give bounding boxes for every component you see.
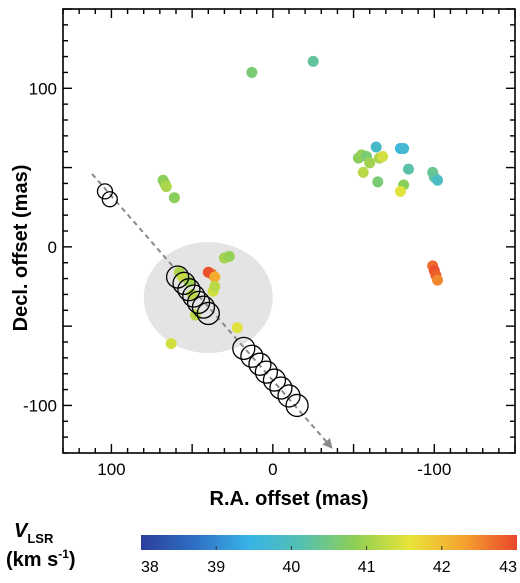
maser-spot <box>364 157 376 169</box>
open-circle <box>285 393 309 418</box>
open-circle <box>262 368 287 392</box>
x-tick-label: -100 <box>417 460 451 479</box>
colorbar-tick-label: 39 <box>207 559 225 576</box>
open-circle <box>254 360 279 384</box>
open-circle <box>232 336 256 360</box>
trajectory-arrow <box>91 173 333 449</box>
x-tick-label: 100 <box>97 460 125 479</box>
open-circle <box>101 191 118 208</box>
maser-spot <box>160 181 172 193</box>
maser-spot <box>402 163 414 175</box>
maser-spot <box>432 174 444 186</box>
maser-spot <box>377 150 389 162</box>
colorbar-tick-label: 38 <box>141 559 159 576</box>
open-circle <box>191 295 216 319</box>
maser-spot <box>223 250 235 262</box>
open-circle <box>196 301 220 326</box>
maser-spot <box>165 338 177 350</box>
colorbar-unit-exponent: -1 <box>58 547 69 561</box>
colorbar-unit-text: (km s <box>6 549 58 571</box>
trajectory-arrow-layer <box>91 173 333 449</box>
open-circle <box>240 344 264 368</box>
x-axis-title: R.A. offset (mas) <box>210 488 369 510</box>
maser-spot <box>209 271 221 283</box>
maser-spot <box>307 55 319 67</box>
colorbar-tick-label: 40 <box>283 559 301 576</box>
colorbar-label-main: V <box>14 520 29 542</box>
y-tick-label: 100 <box>29 79 57 98</box>
maser-spot <box>432 274 444 286</box>
y-axis-title: Decl. offset (mas) <box>10 165 32 332</box>
maser-spot <box>398 143 410 155</box>
colorbar <box>141 535 517 550</box>
open-circle <box>277 384 301 408</box>
plot-frame <box>62 8 516 454</box>
maser-spot <box>370 141 382 153</box>
colorbar-label-sub: LSR <box>27 531 54 546</box>
axis-ticks-layer: 100 0 -100 100 0 -100 <box>23 8 516 479</box>
open-circle <box>172 271 196 295</box>
open-circles-layer <box>96 183 309 418</box>
open-circle <box>177 278 201 302</box>
colorbar-tick-label: 43 <box>499 559 517 576</box>
maser-spot <box>357 166 369 178</box>
x-tick-label: 0 <box>268 460 277 479</box>
colorbar-tick-label: 41 <box>358 559 376 576</box>
open-circle <box>269 376 293 400</box>
maser-spot <box>246 66 258 78</box>
colorbar-ticks-layer: 38 39 40 41 42 43 <box>141 546 517 576</box>
y-tick-label: -100 <box>23 396 57 415</box>
maser-spot <box>209 281 221 292</box>
colorbar-label-variable: VLSR <box>14 520 54 546</box>
maser-spot <box>168 192 180 204</box>
maser-spot <box>394 185 406 197</box>
colorbar-unit-close: ) <box>69 549 76 571</box>
open-circle <box>96 183 114 200</box>
colorbar-tick-label: 42 <box>433 559 451 576</box>
maser-spot <box>231 322 243 334</box>
open-circle <box>248 352 272 376</box>
colorbar-label-unit: (km s-1) <box>6 547 76 571</box>
maser-spot <box>372 176 384 188</box>
y-tick-label: 0 <box>48 238 57 257</box>
